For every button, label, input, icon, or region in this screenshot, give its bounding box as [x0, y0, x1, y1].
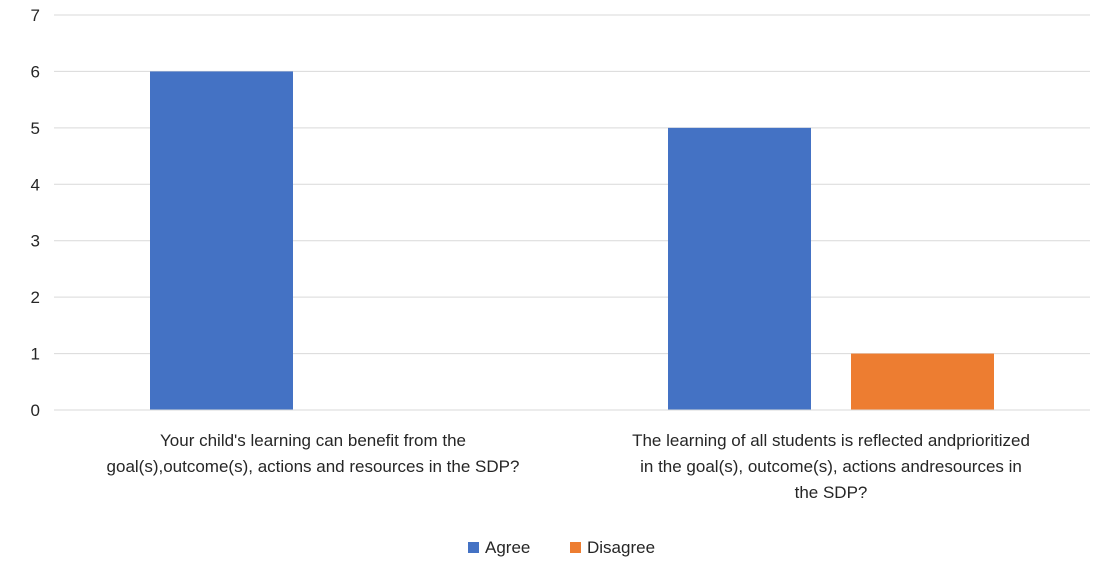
y-axis-tick-labels: 0 1 2 3 4 5 6 7 [31, 6, 40, 420]
bar-agree-1[interactable] [150, 71, 293, 410]
legend-label: Disagree [587, 538, 655, 557]
legend-item-agree[interactable]: Agree [468, 538, 530, 557]
y-tick-label: 5 [31, 119, 40, 138]
y-tick-label: 3 [31, 232, 40, 251]
legend-item-disagree[interactable]: Disagree [570, 538, 655, 557]
legend-swatch-agree [468, 542, 479, 553]
bar-agree-2[interactable] [668, 127, 811, 410]
y-tick-label: 2 [31, 288, 40, 307]
y-tick-label: 1 [31, 345, 40, 364]
y-tick-label: 0 [31, 401, 40, 420]
category-label-line: in the goal(s), outcome(s), actions andr… [640, 457, 1022, 476]
y-tick-label: 7 [31, 6, 40, 25]
legend[interactable]: Agree Disagree [468, 538, 655, 557]
category-label-2: The learning of all students is reflecte… [632, 431, 1030, 502]
category-label-line: the SDP? [795, 483, 868, 502]
legend-label: Agree [485, 538, 530, 557]
category-label-line: Your child's learning can benefit from t… [160, 431, 466, 450]
y-tick-label: 4 [31, 175, 40, 194]
y-tick-label: 6 [31, 62, 40, 81]
bar-disagree-2[interactable] [851, 353, 994, 410]
x-axis-category-labels: Your child's learning can benefit from t… [107, 431, 1030, 502]
category-label-line: The learning of all students is reflecte… [632, 431, 1030, 450]
category-label-line: goal(s),outcome(s), actions and resource… [107, 457, 520, 476]
legend-swatch-disagree [570, 542, 581, 553]
bars [150, 71, 994, 410]
category-label-1: Your child's learning can benefit from t… [107, 431, 520, 476]
